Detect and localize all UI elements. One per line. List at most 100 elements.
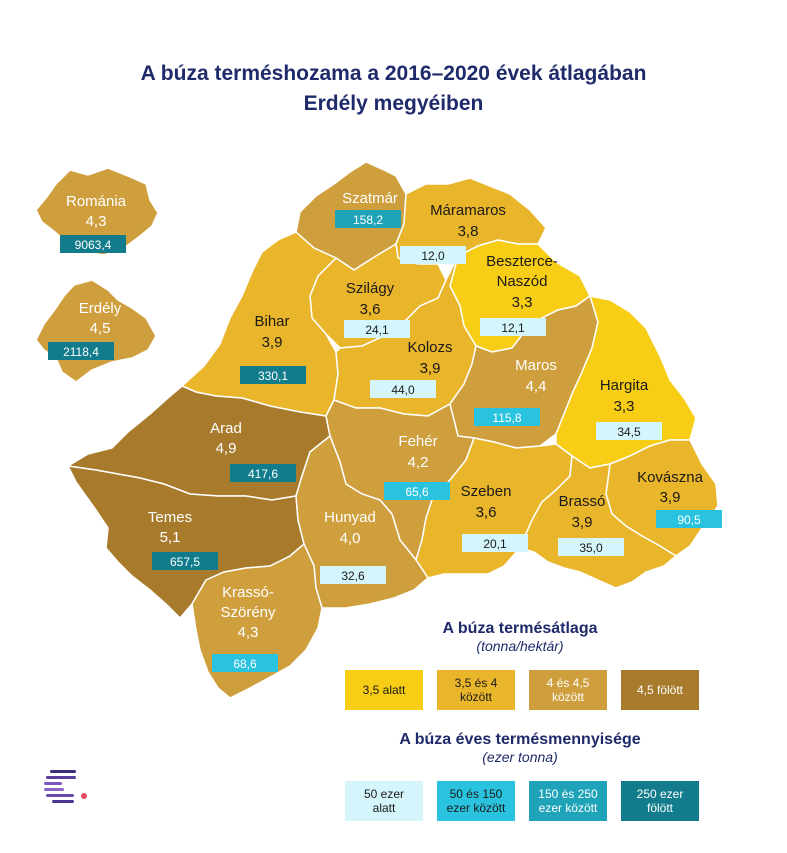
legend-yield-box-label: között [551,690,584,704]
county-yield-szilagy: 3,6 [360,301,381,318]
county-amount-box-brasso [558,538,624,556]
county-yield-beszterce-naszod: 3,3 [512,294,533,311]
county-amount-arad: 417,6 [248,467,278,481]
county-amount-brasso: 35,0 [579,541,603,555]
county-yield-maros: 4,4 [526,378,547,395]
county-amount-szilagy: 24,1 [365,323,389,337]
county-shape-szeben [415,437,573,579]
legend-amount-box-label: ezer között [538,801,598,815]
county-amount-box-szeben [462,534,528,552]
county-amount-maramaros: 12,0 [421,249,445,263]
county-name-beszterce-naszod: Naszód [497,273,548,290]
county-yield-hunyad: 4,0 [340,530,361,547]
legend-yield-box-label: 4 és 4,5 [546,676,590,690]
legend-amount-box-label: 150 és 250 [538,787,598,801]
county-name-beszterce-naszod: Beszterce- [486,253,558,270]
county-name-bihar: Bihar [254,313,289,330]
county-name-szilagy: Szilágy [346,280,395,297]
inset-amount-erdely: 2118,4 [63,345,99,359]
county-amount-box-hargita [596,422,662,440]
legend-amount-heading: A búza éves termésmennyisége [399,731,641,748]
county-amount-hargita: 34,5 [617,425,641,439]
county-name-temes: Temes [148,509,192,526]
county-name-feher: Fehér [398,433,437,450]
county-yield-hargita: 3,3 [614,398,635,415]
county-name-krasso-szoreny: Szörény [220,604,276,621]
county-yield-krasso-szoreny: 4,3 [238,624,259,641]
legend-amount-box-3: 150 és 250 ezer között [529,781,607,821]
county-name-kovaszna: Kovászna [637,469,704,486]
county-yield-kolozs: 3,9 [420,360,441,377]
county-amount-box-feher [384,482,450,500]
legend-amount-box-label: fölött [646,801,673,815]
legend-amount-unit: (ezer tonna) [482,749,558,765]
county-amount-szatmar: 158,2 [353,213,383,227]
legend-amount-box-2: 50 és 150 ezer között [437,781,515,821]
map-title-line-1: A búza terméshozama a 2016–2020 évek átl… [140,62,647,85]
inset-yield-romania: 4,3 [86,213,107,230]
legend-yield-box-4: 4,5 fölött [621,670,699,710]
county-amount-box-bihar [240,366,306,384]
legend-amount-box-label: ezer között [446,801,506,815]
legend-yield-box-label: között [459,690,492,704]
county-name-arad: Arad [210,420,242,437]
legend-yield-unit: (tonna/hektár) [476,638,564,654]
inset-amount-box-romania [60,235,126,253]
county-amount-temes: 657,5 [170,555,200,569]
county-amount-box-arad [230,464,296,482]
county-name-szeben: Szeben [461,483,512,500]
county-amount-kolozs: 44,0 [391,383,415,397]
county-amount-szeben: 20,1 [483,537,507,551]
county-amount-box-szilagy [344,320,410,338]
county-amount-hunyad: 32,6 [341,569,365,583]
legend-yield-box-label: 4,5 fölött [636,683,684,697]
map-title-line-2: Erdély megyéiben [303,92,484,115]
county-yield-kovaszna: 3,9 [660,489,681,506]
county-amount-box-hunyad [320,566,386,584]
county-name-szatmar: Szatmár [342,190,398,207]
county-amount-krasso-szoreny: 68,6 [233,657,257,671]
county-amount-beszterce-naszod: 12,1 [501,321,525,335]
county-name-hargita: Hargita [600,377,649,394]
county-yield-temes: 5,1 [160,529,181,546]
legend-amount-box-4: 250 ezer fölött [621,781,699,821]
county-name-brasso: Brassó [559,493,606,510]
legend-yield-heading: A búza termésátlaga [442,620,598,637]
county-name-maramaros: Máramaros [430,202,506,219]
county-amount-box-maros [474,408,540,426]
county-name-krasso-szoreny: Krassó- [222,584,274,601]
legend-yield-box-3: 4 és 4,5 között [529,670,607,710]
legend-yield-title: A búza termésátlaga (tonna/hektár) [330,620,710,654]
inset-name-romania: Románia [66,193,127,210]
legend-amount-box-label: 50 és 150 [449,787,503,801]
legend-amount-box-label: 250 ezer [636,787,684,801]
legend-yield-box-label: 3,5 és 4 [454,676,498,690]
county-yield-arad: 4,9 [216,440,237,457]
county-amount-bihar: 330,1 [258,369,288,383]
county-amount-feher: 65,6 [405,485,429,499]
legend-amount-box-label: 50 ezer [363,787,405,801]
county-amount-box-temes [152,552,218,570]
county-amount-box-kolozs [370,380,436,398]
inset-amount-box-erdely [48,342,114,360]
legend-yield-box-1: 3,5 alatt [345,670,423,710]
map-labels: Szatmár4,1158,2Máramaros3,812,0Beszterce… [48,190,722,672]
county-amount-box-kovaszna [656,510,722,528]
legend-yield-box-2: 3,5 és 4 között [437,670,515,710]
county-amount-box-beszterce-naszod [480,318,546,336]
legend-yield-box-label: 3,5 alatt [362,683,406,697]
inset-amount-romania: 9063,4 [75,238,112,252]
legend-amount-title: A búza éves termésmennyisége (ezer tonna… [330,731,710,765]
inset-yield-erdely: 4,5 [90,320,111,337]
county-yield-szeben: 3,6 [476,504,497,521]
county-amount-kovaszna: 90,5 [677,513,701,527]
county-amount-maros: 115,8 [492,411,521,425]
inset-maps [35,167,159,383]
county-yield-bihar: 3,9 [262,334,283,351]
county-yield-feher: 4,2 [408,454,429,471]
legend-amount-box-1: 50 ezer alatt [345,781,423,821]
inset-name-erdely: Erdély [79,300,122,317]
legend-amount-box-label: alatt [372,801,396,815]
county-shapes [65,161,719,699]
